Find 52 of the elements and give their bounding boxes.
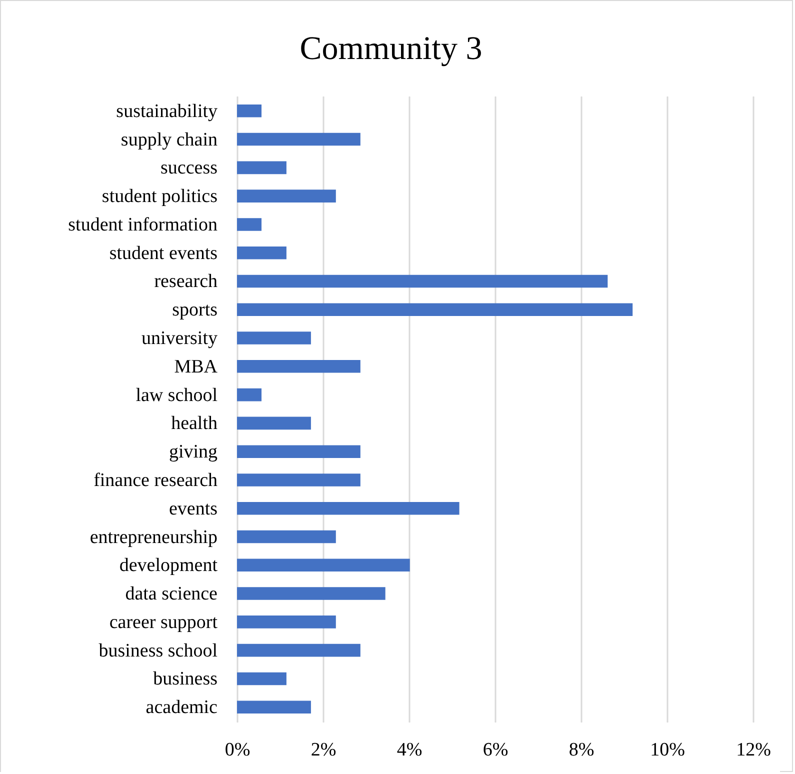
bar — [237, 161, 286, 174]
bar — [237, 416, 311, 430]
bar — [237, 360, 360, 373]
bar — [237, 303, 633, 316]
bar — [237, 616, 336, 628]
y-tick-label: events — [168, 498, 218, 520]
bar — [237, 104, 262, 118]
y-tick-label: success — [160, 158, 218, 179]
y-tick-label: development — [119, 555, 218, 576]
bar — [237, 218, 262, 231]
y-tick-label: career support — [109, 612, 218, 633]
bar — [237, 644, 360, 657]
y-tick-label: student information — [68, 214, 218, 236]
y-tick-label: MBA — [174, 356, 218, 378]
y-tick-label: student politics — [102, 186, 218, 208]
y-tick-label: giving — [168, 442, 218, 463]
x-tick-label: 12% — [736, 740, 772, 760]
bar — [237, 700, 311, 714]
x-tick-label: 2% — [310, 740, 336, 760]
chart-title: Community 3 — [300, 31, 482, 67]
y-tick-label: academic — [146, 697, 218, 718]
bar — [237, 388, 262, 402]
bar — [237, 332, 311, 344]
bar — [237, 474, 360, 486]
y-tick-label: business — [153, 668, 218, 690]
y-tick-label: data science — [125, 584, 218, 605]
x-tick-label: 6% — [482, 740, 508, 760]
x-tick-label: 8% — [568, 740, 594, 760]
x-tick-label: 0% — [224, 740, 250, 760]
bar — [237, 672, 286, 686]
bar — [237, 558, 410, 572]
x-tick-label: 10% — [650, 740, 686, 760]
y-tick-label: entrepreneurship — [90, 526, 218, 548]
y-tick-label: student events — [109, 242, 218, 264]
y-tick-label: supply chain — [120, 129, 218, 150]
bar — [237, 274, 608, 288]
bar — [237, 587, 386, 600]
y-tick-label: university — [142, 328, 218, 350]
y-tick-label: finance research — [94, 470, 218, 491]
y-tick-label: health — [171, 413, 218, 434]
bar — [237, 132, 360, 146]
y-tick-label: law school — [136, 384, 218, 406]
bar — [237, 502, 460, 515]
bar — [237, 190, 336, 202]
y-tick-label: business school — [98, 640, 218, 662]
y-tick-label: sports — [172, 300, 218, 321]
x-tick-label: 4% — [396, 740, 422, 760]
bar — [237, 246, 286, 260]
y-tick-label: research — [154, 271, 218, 292]
y-tick-label: sustainability — [116, 100, 218, 122]
bar — [237, 530, 336, 544]
bar — [237, 445, 360, 458]
